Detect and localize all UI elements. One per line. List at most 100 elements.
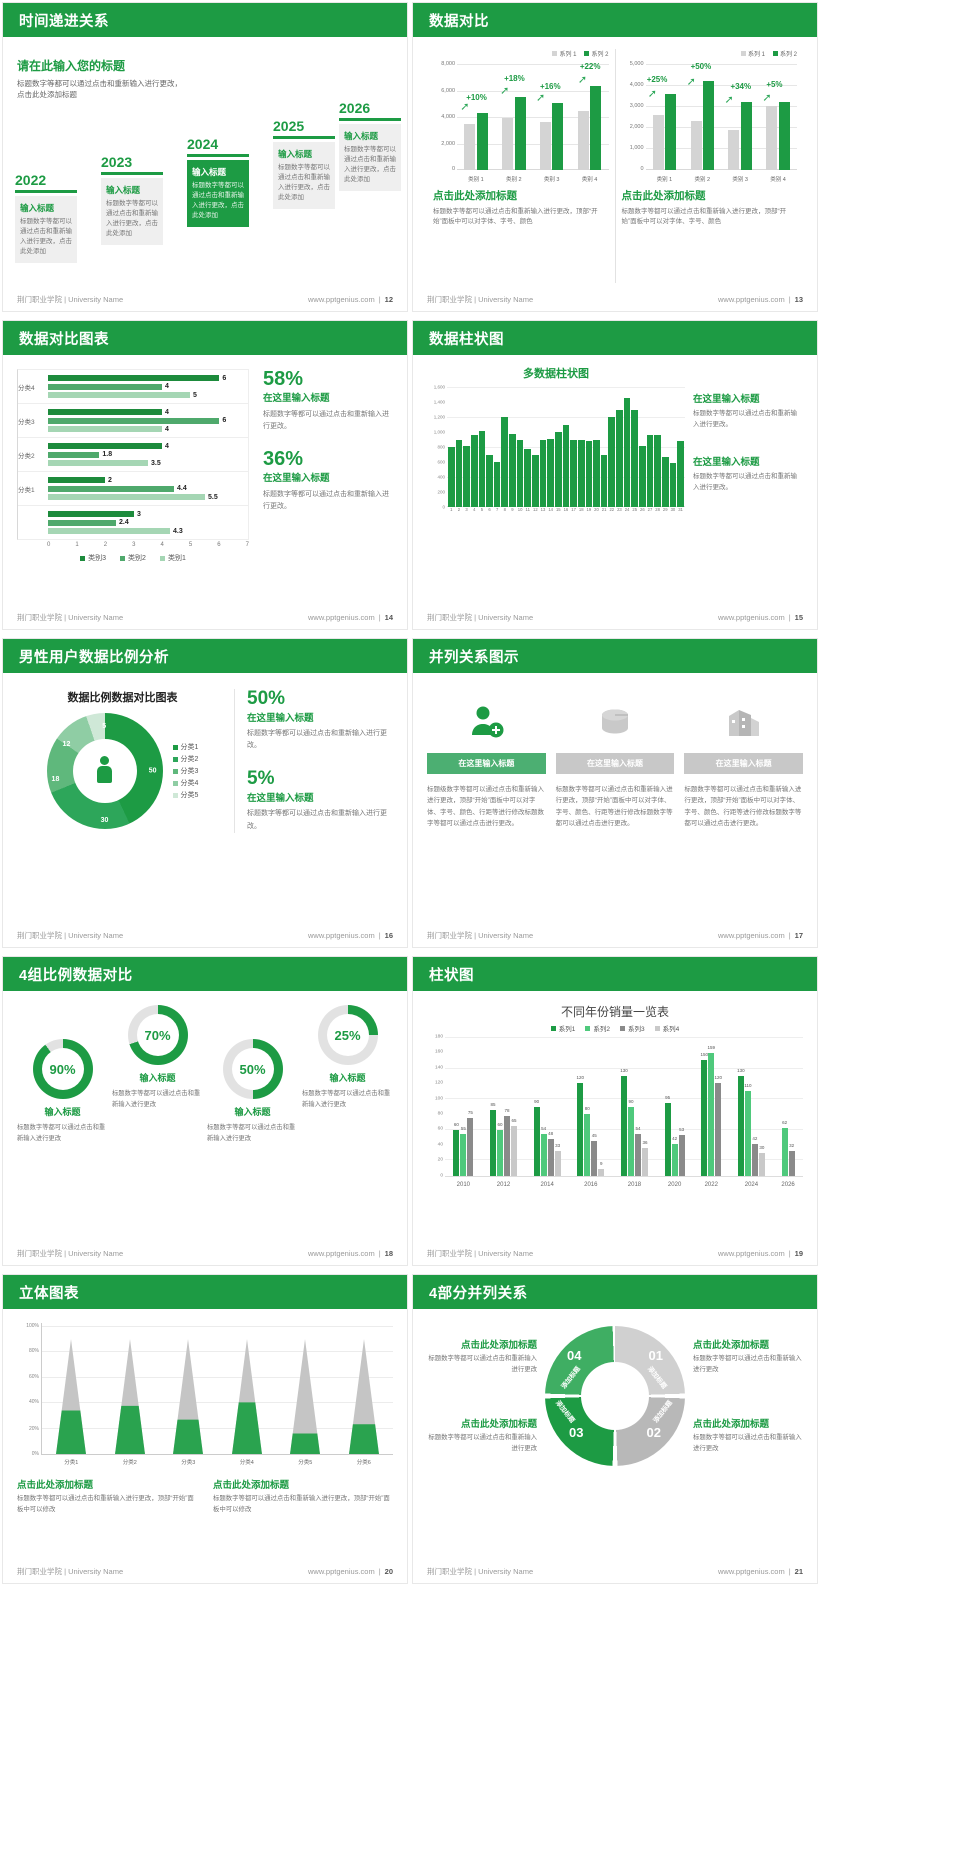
user-add-icon — [427, 699, 546, 745]
category-label: 分类4 — [239, 1460, 254, 1466]
bar-value: 54 — [541, 1126, 547, 1132]
ring-item-3[interactable]: 50% 输入标题 标题数字等都可以通过点击和重新输入进行更改 — [207, 1005, 298, 1144]
person-icon — [97, 756, 113, 786]
page-number: 21 — [794, 1567, 803, 1576]
chart-row: 分类2 4 1.8 3.5 — [18, 438, 248, 472]
slide-title: 男性用户数据比例分析 — [19, 649, 169, 666]
stat-block: 50% 在这里输入标题 标题数字等都可以通过点击和重新输入进行更改。 — [247, 688, 393, 753]
x-tick: 2 — [457, 507, 461, 512]
legend-label: 分类5 — [180, 792, 199, 799]
caption-1: 点击此处添加标题 标题数字等都可以通过点击和重新输入进行更改，顶部“开始”面板中… — [17, 1477, 197, 1516]
legend-label: 分类2 — [180, 756, 199, 763]
item-2[interactable]: 在这里输入标题 标题数字等都可以通过点击和重新输入进行更改，顶部“开始”面板中可… — [555, 699, 675, 830]
legend-label: 类别1 — [167, 555, 186, 562]
bar: 95 — [664, 1095, 671, 1176]
row-label: 分类2 — [18, 452, 35, 460]
slide-header: 4组比例数据对比 — [3, 957, 407, 991]
category-label: 类别 2 — [694, 177, 711, 183]
x-tick: 18 — [578, 507, 584, 512]
x-tick: 1 — [450, 507, 453, 512]
timeline-step-2026[interactable]: 2026 输入标题 标题数字等都可以通过点击和重新输入进行更改，点击此处添加 — [339, 100, 401, 191]
item-button[interactable]: 在这里输入标题 — [427, 753, 546, 774]
bar-value: 60 — [497, 1121, 503, 1127]
ring-item-2[interactable]: 70% 输入标题 标题数字等都可以通过点击和重新输入进行更改 — [112, 1005, 203, 1144]
slide-title: 柱状图 — [429, 967, 474, 984]
caption-title: 点击此处添加标题 — [460, 1418, 537, 1430]
slide-thumbnail-18[interactable]: 4组比例数据对比 90% 输入标题 标题数字等都可以通过点击和重新输入进行更改 … — [2, 956, 408, 1266]
horizontal-bar-chart: 分类4 6 4 5 分类3 4 6 4 — [17, 369, 249, 563]
bar-value: 55 — [460, 1125, 466, 1131]
footer-org: 荆门职业学院 | University Name — [427, 1249, 534, 1258]
progress-ring: 25% — [317, 1005, 378, 1065]
caption-2: 点击此处添加标题 标题数字等都可以通过点击和重新输入进行更改，顶部“开始”面板中… — [213, 1477, 393, 1516]
step-heading: 输入标题 — [106, 184, 141, 195]
step-rule — [339, 118, 401, 121]
bar — [539, 439, 547, 507]
x-tick: 14 — [548, 507, 553, 512]
plot-area: 分类1 分类2 分类3 分类4 分类5 分类6 — [41, 1323, 393, 1466]
slide-thumbnail-16[interactable]: 男性用户数据比例分析 数据比例数据对比图表 50 30 — [2, 638, 408, 948]
slide-thumbnail-20[interactable]: 立体图表 100% 80% 60% 40% 20% 0% 分类 — [2, 1274, 408, 1584]
bar: 62 — [781, 1120, 788, 1176]
slide-body: 不同年份销量一览表 系列1 系列2 系列3 系列4 180 160 140 12… — [413, 991, 817, 1237]
segment-number: 02 — [646, 1424, 661, 1440]
bar: 60 — [453, 1122, 460, 1176]
item-3[interactable]: 在这里输入标题 标题数字等都可以通过点击和重新输入进行更改，顶部“开始”面板中可… — [684, 699, 804, 830]
bar — [470, 435, 478, 507]
ring-item-4[interactable]: 25% 输入标题 标题数字等都可以通过点击和重新输入进行更改 — [302, 1005, 393, 1144]
slide-thumbnail-13[interactable]: 数据对比 系列 1 系列 2 8,000 6,000 4,000 2,000 — [412, 2, 818, 312]
footer-site: www.pptgenius.com — [308, 613, 375, 622]
x-tick: 22 — [609, 507, 615, 512]
bar — [570, 439, 577, 507]
bar-value: 3.5 — [151, 459, 161, 467]
bar — [623, 398, 631, 507]
x-tick: 27 — [647, 507, 653, 512]
bar-value: 9 — [600, 1161, 603, 1167]
step-text: 标题数字等都可以通过点击和重新输入进行更改，点击此处添加 — [192, 181, 244, 219]
bar: 32 — [788, 1143, 795, 1176]
slice-value: 18 — [51, 775, 60, 783]
x-tick: 30 — [670, 507, 676, 512]
bar-group: ➚ +34% 类别 3 — [724, 82, 752, 183]
column-caption: 点击此处添加标题 标题数字等都可以通过点击和重新输入进行更改，顶部“开始”面板中… — [433, 188, 609, 228]
ring-item-1[interactable]: 90% 输入标题 标题数字等都可以通过点击和重新输入进行更改 — [17, 1005, 108, 1144]
chart-title: 不同年份销量一览表 — [560, 1005, 669, 1019]
step-heading: 输入标题 — [192, 166, 227, 177]
chart-column-1: 系列 1 系列 2 8,000 6,000 4,000 2,000 0 — [427, 49, 615, 283]
x-tick: 15 — [555, 507, 561, 512]
bar: 9 — [598, 1161, 605, 1176]
timeline-step-2024[interactable]: 2024 输入标题 标题数字等都可以通过点击和重新输入进行更改，点击此处添加 — [187, 136, 249, 227]
bar-value: 54 — [635, 1126, 641, 1132]
bar-value: 5 — [193, 391, 197, 399]
stat-block: 36% 在这里输入标题 标题数字等都可以通过点击和重新输入进行更改。 — [263, 448, 393, 513]
stat-title: 在这里输入标题 — [247, 712, 314, 724]
slide-title: 时间递进关系 — [19, 13, 109, 30]
item-1[interactable]: 在这里输入标题 标题级数字等都可以通过点击和重新输入进行更改，顶部“开始”面板中… — [427, 699, 546, 830]
slide-thumbnail-21[interactable]: 4部分并列关系 点击此处添加标题 标题数字等都可以通过点击和重新输入进行更改 点… — [412, 1274, 818, 1584]
item-button[interactable]: 在这里输入标题 — [555, 753, 675, 774]
bar — [478, 430, 486, 507]
item-button[interactable]: 在这里输入标题 — [684, 753, 804, 774]
bar-group: 150 159 120 2022 — [701, 1037, 723, 1188]
cycle-diagram: 01 添加标题 02 添加标题 03 添加标题 04 添加标题 — [545, 1325, 685, 1466]
slide-thumbnail-19[interactable]: 柱状图 不同年份销量一览表 系列1 系列2 系列3 系列4 180 160 14… — [412, 956, 818, 1266]
timeline-step-2025[interactable]: 2025 输入标题 标题数字等都可以通过点击和重新输入进行更改，点击此处添加 — [273, 118, 335, 209]
x-tick: 26 — [640, 507, 645, 512]
slide-thumbnail-14[interactable]: 数据对比图表 分类4 6 4 5 分 — [2, 320, 408, 630]
bar-value: 33 — [555, 1142, 561, 1148]
ring-group: 90% 输入标题 标题数字等都可以通过点击和重新输入进行更改 70% 输入标题 … — [17, 991, 393, 1144]
slide-header: 柱状图 — [413, 957, 817, 991]
timeline-step-2023[interactable]: 2023 输入标题 标题数字等都可以通过点击和重新输入进行更改，点击此处添加 — [101, 154, 163, 245]
note-block: 在这里输入标题 标题数字等都可以通过点击和重新输入进行更改。 — [693, 454, 803, 493]
page-number: 20 — [384, 1567, 393, 1576]
building-icon — [684, 699, 803, 745]
bar-value: 4.4 — [177, 485, 187, 492]
slide-thumbnail-17[interactable]: 并列关系图示 在这里输入标题 标题级数字等都可以通过点击和重新输入进行更改，顶部… — [412, 638, 818, 948]
timeline-step-2022[interactable]: 2022 输入标题 标题数字等都可以通过点击和重新输入进行更改，点击此处添加 — [15, 172, 77, 263]
category-label: 2026 — [781, 1182, 795, 1188]
caption-title: 点击此处添加标题 — [433, 190, 517, 202]
slide-title: 4组比例数据对比 — [19, 967, 133, 984]
slide-thumbnail-12[interactable]: 时间递进关系 请在此输入您的标题 标题数字等都可以通过点击和重新输入进行更改，点… — [2, 2, 408, 312]
slide-thumbnail-15[interactable]: 数据柱状图 多数据柱状图 1,600 1,400 1,200 1,000 800… — [412, 320, 818, 630]
footer-site: www.pptgenius.com — [718, 931, 785, 940]
